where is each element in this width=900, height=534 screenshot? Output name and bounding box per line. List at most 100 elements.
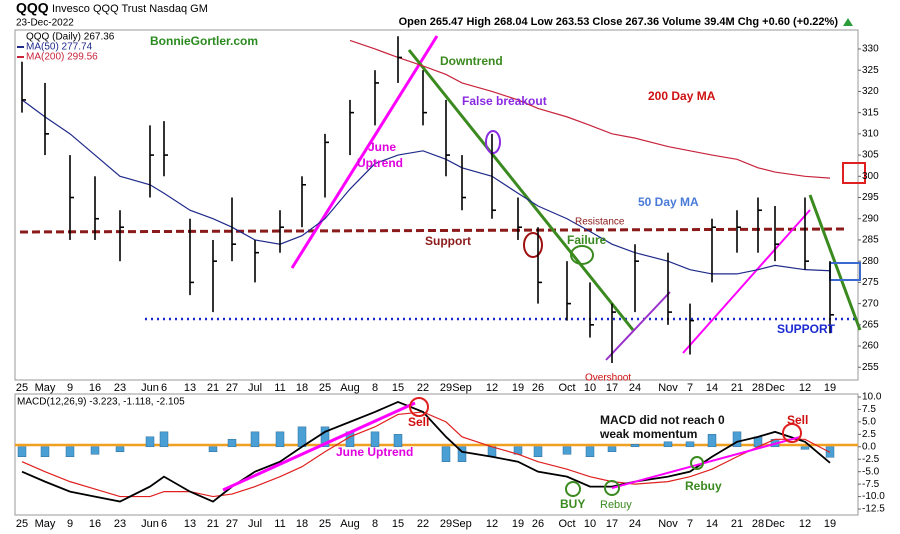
highlight	[565, 481, 581, 497]
highlight	[842, 162, 866, 184]
x-tick-label: 28	[752, 382, 764, 394]
highlight	[523, 232, 543, 258]
y-tick-label: -10.0	[862, 491, 885, 502]
y-tick-label: 315	[862, 107, 879, 118]
annotation: BonnieGortler.com	[150, 34, 258, 48]
histogram-bar	[227, 439, 237, 448]
x-tick-label: Nov	[658, 382, 678, 394]
histogram-bar	[393, 434, 403, 448]
x-tick-label: 24	[629, 382, 641, 394]
x-tick-label: 19	[824, 382, 836, 394]
x-tick-label: 14	[706, 382, 718, 394]
y-tick-label: 310	[862, 128, 879, 139]
histogram-bar	[65, 446, 75, 457]
x-tick-label: 12	[486, 382, 498, 394]
x-tick-label: 10	[584, 382, 596, 394]
series-line	[21, 400, 831, 503]
y-tick-label: 275	[862, 277, 879, 288]
annotation: Resistance	[575, 217, 625, 228]
histogram-bar	[457, 446, 467, 462]
x-tick-label: 7	[687, 518, 693, 530]
x-tick-label: 16	[89, 382, 101, 394]
trend-line	[611, 436, 801, 489]
x-tick-label: 23	[114, 382, 126, 394]
x-tick-label: 17	[606, 518, 618, 530]
y-tick-label: 2.5	[862, 429, 876, 440]
x-tick-label: 27	[226, 518, 238, 530]
trend-line	[682, 209, 811, 354]
y-tick-label: 280	[862, 256, 879, 267]
x-tick-label: 22	[417, 518, 429, 530]
histogram-bar	[115, 446, 125, 453]
x-tick-label: 22	[417, 382, 429, 394]
histogram-bar	[17, 446, 27, 457]
y-tick-label: 290	[862, 213, 879, 224]
x-tick-label: 21	[731, 382, 743, 394]
y-tick-label: 265	[862, 319, 879, 330]
histogram-bar	[685, 441, 695, 448]
x-tick-label: 13	[184, 382, 196, 394]
annotation: Support	[425, 234, 471, 248]
histogram-bar	[800, 446, 810, 450]
quote: Open 265.47 High 268.04 Low 263.53 Close…	[399, 16, 839, 28]
x-tick-label: 25	[319, 518, 331, 530]
annotation: 200 Day MA	[648, 89, 716, 103]
annotation: June	[368, 140, 396, 154]
x-tick-label: 11	[274, 382, 285, 394]
x-tick-label: 18	[296, 382, 308, 394]
x-tick-label: Jul	[248, 518, 262, 530]
x-tick-label: 12	[799, 382, 811, 394]
y-tick-label: 270	[862, 298, 879, 309]
trend-line	[222, 401, 416, 492]
x-tick-label: 11	[274, 518, 285, 530]
highlight	[604, 480, 620, 496]
annotation: MACD did not reach 0	[600, 413, 725, 427]
x-tick-label: Oct	[558, 518, 575, 530]
x-tick-label: 19	[512, 382, 524, 394]
annotation: Overshoot	[585, 373, 631, 384]
histogram-bar	[90, 446, 100, 455]
x-tick-label: Dec	[765, 518, 785, 530]
y-tick-label: -7.5	[862, 479, 880, 490]
x-tick-label: Sep	[452, 382, 472, 394]
y-tick-label: 10.0	[862, 392, 882, 403]
x-tick-label: 14	[706, 518, 718, 530]
x-tick-label: Aug	[340, 518, 360, 530]
histogram-bar	[562, 446, 572, 455]
x-tick-label: 8	[372, 382, 378, 394]
histogram-bar	[663, 441, 673, 448]
histogram-bar	[630, 444, 640, 448]
highlight	[690, 456, 704, 470]
x-tick-label: 8	[372, 518, 378, 530]
y-tick-label: -2.5	[862, 454, 880, 465]
x-tick-label: Nov	[658, 518, 678, 530]
histogram-bar	[732, 431, 742, 448]
highlight	[409, 397, 429, 417]
x-tick-label: Dec	[765, 382, 785, 394]
resistance-line	[19, 227, 849, 234]
histogram-bar	[275, 431, 285, 448]
x-tick-label: 21	[207, 518, 219, 530]
annotation: 50 Day MA	[638, 195, 699, 209]
y-tick-label: 260	[862, 341, 879, 352]
annotation: Uptrend	[357, 156, 403, 170]
x-tick-label: 18	[296, 518, 308, 530]
histogram-bar	[159, 431, 169, 448]
x-tick-label: 29	[440, 382, 452, 394]
highlight	[782, 423, 802, 443]
x-tick-label: 23	[114, 518, 126, 530]
x-tick-label: 15	[392, 382, 404, 394]
y-tick-label: -5.0	[862, 466, 880, 477]
annotation: Sell	[787, 413, 808, 427]
x-tick-label: 10	[584, 518, 596, 530]
x-tick-label: May	[35, 382, 56, 394]
trend-line	[605, 291, 671, 361]
histogram-bar	[533, 446, 543, 457]
x-tick-label: 19	[824, 518, 836, 530]
y-tick-label: 330	[862, 44, 879, 55]
annotation: BUY	[560, 497, 585, 511]
histogram-bar	[707, 434, 717, 448]
histogram-bar	[320, 426, 330, 448]
x-tick-label: 26	[532, 382, 544, 394]
